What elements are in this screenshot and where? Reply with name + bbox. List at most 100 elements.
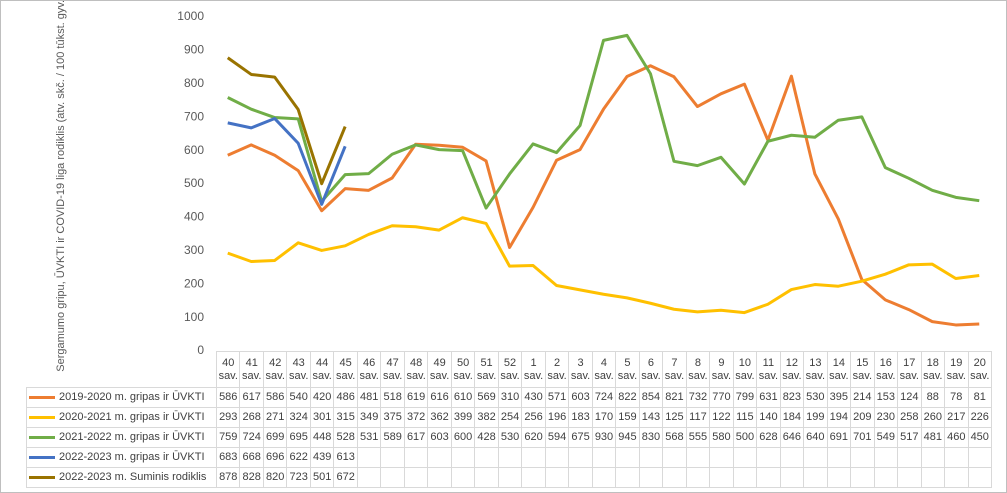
table-value <box>568 467 593 488</box>
table-value <box>944 467 969 488</box>
x-tick-label: 41 sav. <box>239 351 264 388</box>
y-tick-label: 900 <box>184 43 204 57</box>
table-value: 184 <box>779 407 805 428</box>
table-value: 140 <box>756 407 781 428</box>
table-value: 549 <box>873 427 899 448</box>
table-value <box>497 467 523 488</box>
table-value: 854 <box>638 387 664 408</box>
corner-cell <box>26 351 217 388</box>
table-value: 258 <box>897 407 922 428</box>
table-value: 619 <box>403 387 429 408</box>
table-value: 617 <box>239 387 264 408</box>
table-value <box>967 447 992 468</box>
legend-label: 2019-2020 m. gripas ir ŪVKTI <box>59 391 205 403</box>
table-value <box>521 447 546 468</box>
table-value <box>803 467 828 488</box>
table-value <box>756 467 781 488</box>
legend-swatch <box>29 435 55 439</box>
table-value: 199 <box>803 407 828 428</box>
table-value: 88 <box>920 387 946 408</box>
table-value: 209 <box>850 407 875 428</box>
x-tick-label: 50 sav. <box>450 351 476 388</box>
legend-swatch <box>29 395 55 399</box>
table-row: 2022-2023 m. Suminis rodiklis 878 828 820 72… <box>26 467 992 488</box>
table-value <box>380 447 405 468</box>
table-row: 2021-2022 m. gripas ir ŪVKTI 759 724 699 695… <box>26 427 992 448</box>
series-line <box>227 33 980 210</box>
table-value: 668 <box>239 447 264 468</box>
x-tick-label: 49 sav. <box>427 351 452 388</box>
table-value: 78 <box>944 387 969 408</box>
table-value: 701 <box>850 427 875 448</box>
table-value <box>709 467 734 488</box>
table-value <box>850 447 875 468</box>
table-value <box>967 467 992 488</box>
table-value <box>544 467 570 488</box>
table-value <box>826 467 852 488</box>
table-value: 672 <box>333 467 358 488</box>
data-table: 40 sav. 41 sav. 42 sav. 43 sav. 44 sav. 45 sa… <box>26 351 992 488</box>
table-value: 124 <box>897 387 922 408</box>
table-value: 530 <box>497 427 523 448</box>
legend-cell: 2021-2022 m. gripas ir ŪVKTI <box>26 427 217 448</box>
table-value: 375 <box>380 407 405 428</box>
table-value: 362 <box>427 407 452 428</box>
table-value: 540 <box>286 387 311 408</box>
x-tick-label: 10 sav. <box>732 351 758 388</box>
table-value: 122 <box>709 407 734 428</box>
table-value: 517 <box>897 427 922 448</box>
table-value <box>497 447 523 468</box>
table-value: 628 <box>756 427 781 448</box>
table-value <box>897 467 922 488</box>
table-value: 695 <box>286 427 311 448</box>
x-tick-label: 47 sav. <box>380 351 405 388</box>
table-value: 170 <box>591 407 617 428</box>
table-value: 531 <box>356 427 382 448</box>
table-value: 617 <box>403 427 429 448</box>
table-value <box>920 467 946 488</box>
table-value: 620 <box>521 427 546 448</box>
table-value: 600 <box>450 427 476 448</box>
x-tick-label: 51 sav. <box>474 351 499 388</box>
x-tick-label: 46 sav. <box>356 351 382 388</box>
x-tick-label: 43 sav. <box>286 351 311 388</box>
table-value: 518 <box>380 387 405 408</box>
table-value <box>356 447 382 468</box>
table-value: 622 <box>286 447 311 468</box>
table-value: 439 <box>309 447 335 468</box>
table-value: 430 <box>521 387 546 408</box>
legend-cell: 2020-2021 m. gripas ir ŪVKTI <box>26 407 217 428</box>
table-value: 310 <box>497 387 523 408</box>
table-value: 395 <box>826 387 852 408</box>
table-value: 481 <box>920 427 946 448</box>
legend-cell: 2019-2020 m. gripas ir ŪVKTI <box>26 387 217 408</box>
table-value <box>873 467 899 488</box>
y-tick-label: 300 <box>184 243 204 257</box>
x-tick-label: 15 sav. <box>850 351 875 388</box>
series-line <box>227 64 980 327</box>
y-tick-label: 700 <box>184 109 204 123</box>
legend-label: 2022-2023 m. gripas ir ŪVKTI <box>59 451 205 463</box>
table-value: 568 <box>662 427 687 448</box>
table-value <box>638 447 664 468</box>
legend-label: 2022-2023 m. Suminis rodiklis <box>59 471 207 483</box>
table-value: 399 <box>450 407 476 428</box>
table-value: 930 <box>591 427 617 448</box>
table-value: 372 <box>403 407 429 428</box>
table-value: 828 <box>239 467 264 488</box>
table-value: 481 <box>356 387 382 408</box>
table-value: 646 <box>779 427 805 448</box>
legend-cell: 2022-2023 m. Suminis rodiklis <box>26 467 217 488</box>
table-value <box>403 447 429 468</box>
table-value: 117 <box>685 407 711 428</box>
table-value: 183 <box>568 407 593 428</box>
y-tick-label: 200 <box>184 276 204 290</box>
table-value: 500 <box>732 427 758 448</box>
table-value: 571 <box>544 387 570 408</box>
x-tick-label: 16 sav. <box>873 351 899 388</box>
table-value: 143 <box>638 407 664 428</box>
table-value: 530 <box>803 387 828 408</box>
series-line <box>227 216 980 315</box>
header-row: 40 sav. 41 sav. 42 sav. 43 sav. 44 sav. 45 sa… <box>26 351 992 388</box>
x-tick-label: 19 sav. <box>944 351 969 388</box>
